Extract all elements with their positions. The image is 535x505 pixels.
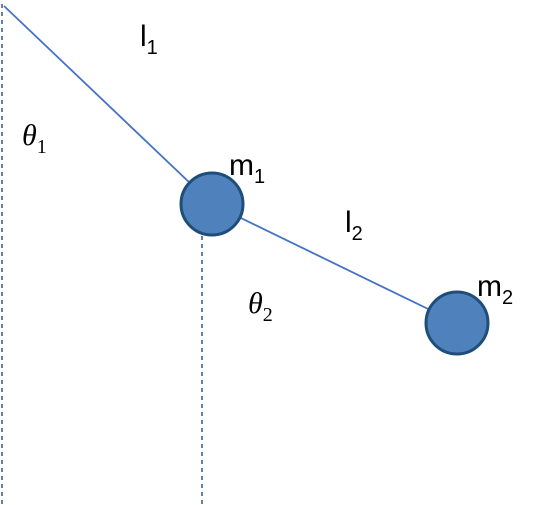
label-l2: l2 — [345, 206, 363, 245]
rod-1 — [3, 5, 213, 205]
label-l1: l1 — [140, 20, 158, 59]
label-m1: m1 — [229, 149, 265, 188]
label-theta2: θ2 — [248, 287, 273, 326]
mass-1 — [179, 171, 245, 237]
rod-2 — [211, 203, 458, 324]
mass-2 — [424, 290, 490, 356]
label-theta1: θ1 — [22, 119, 47, 158]
label-m2: m2 — [477, 270, 513, 309]
